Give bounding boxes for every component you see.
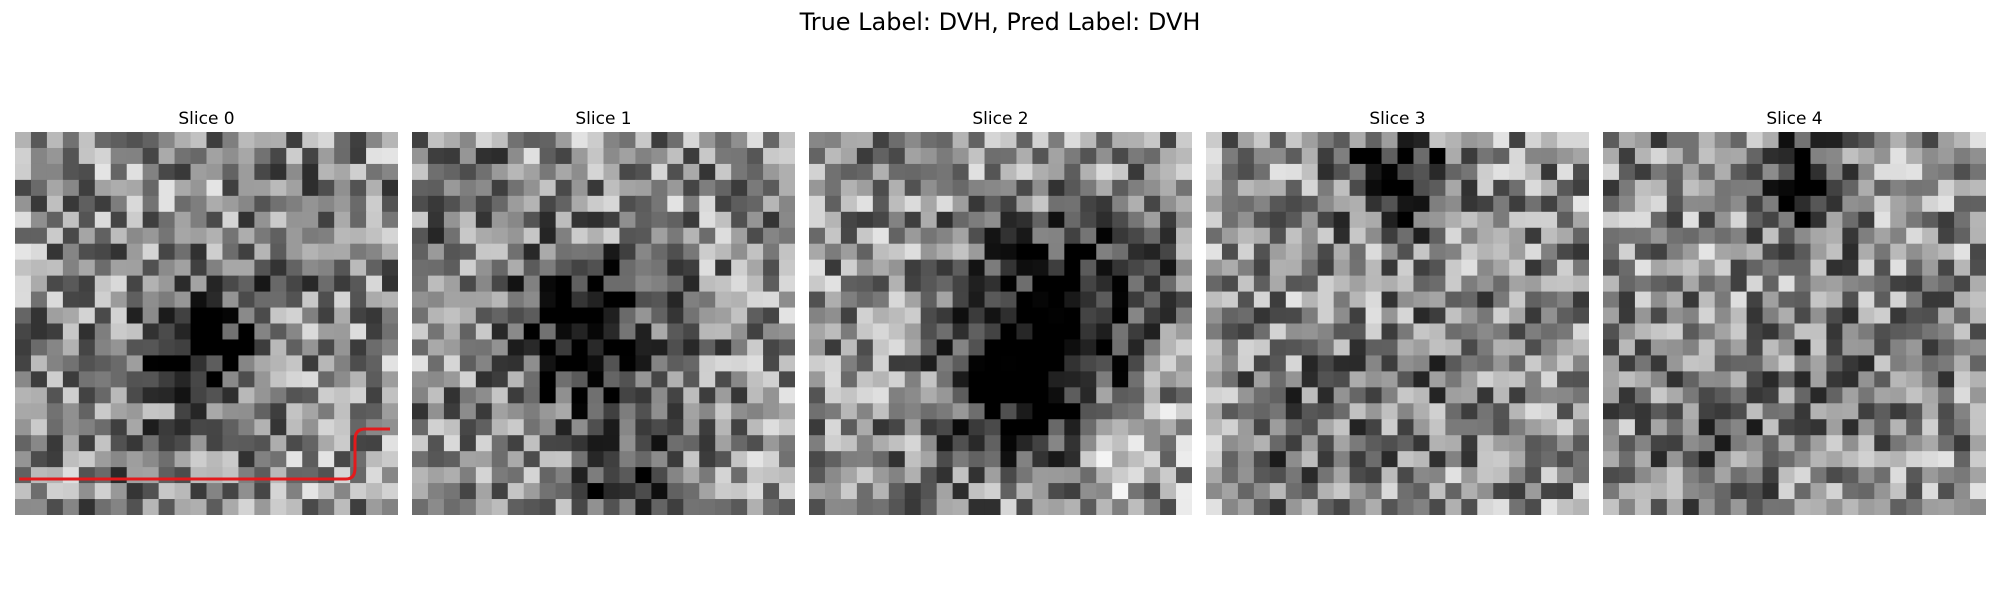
slice-image-2 bbox=[809, 132, 1192, 515]
slice-title: Slice 0 bbox=[178, 109, 235, 129]
slice-panel-1: Slice 1 bbox=[412, 108, 795, 515]
slice-image-0 bbox=[15, 132, 398, 515]
slice-image-3 bbox=[1206, 132, 1589, 515]
slice-pixels bbox=[412, 132, 795, 515]
slice-pixels bbox=[1603, 132, 1986, 515]
slice-panel-0: Slice 0 bbox=[15, 108, 398, 515]
slice-panel-4: Slice 4 bbox=[1603, 108, 1986, 515]
slice-title: Slice 3 bbox=[1369, 109, 1426, 129]
slice-panel-3: Slice 3 bbox=[1206, 108, 1589, 515]
slice-image-4 bbox=[1603, 132, 1986, 515]
slice-pixels bbox=[809, 132, 1192, 515]
slice-image-1 bbox=[412, 132, 795, 515]
slice-title: Slice 1 bbox=[575, 109, 632, 129]
slice-title: Slice 4 bbox=[1766, 109, 1823, 129]
red-contour-line bbox=[19, 427, 390, 481]
figure-title: True Label: DVH, Pred Label: DVH bbox=[799, 8, 1201, 36]
slice-pixels bbox=[1206, 132, 1589, 515]
slice-pixels bbox=[15, 132, 398, 515]
slice-title: Slice 2 bbox=[972, 109, 1029, 129]
slice-panel-2: Slice 2 bbox=[809, 108, 1192, 515]
